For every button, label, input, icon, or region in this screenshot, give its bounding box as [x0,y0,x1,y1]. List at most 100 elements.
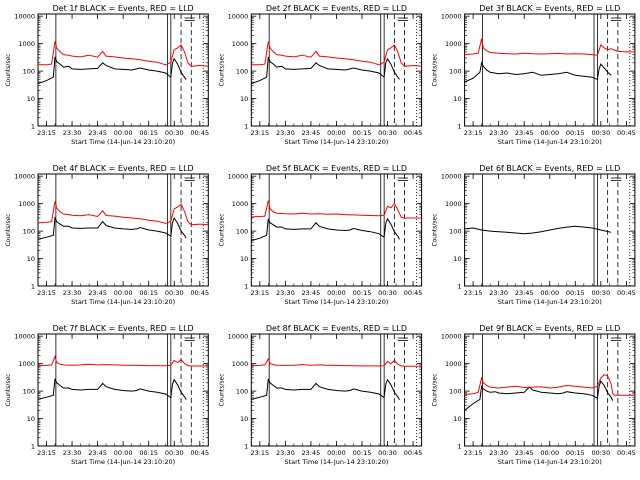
x-tick-label: 23:45 [515,449,534,457]
x-tick-label: 00:30 [378,449,397,457]
lld-series-line [464,374,635,396]
events-series-line [37,378,187,401]
x-tick-label: 00:00 [114,129,133,137]
events-series-line [464,225,612,235]
y-tick-label: 1 [457,283,461,291]
y-tick-label: 100 [449,68,461,76]
y-tick-label: 1 [457,123,461,131]
y-tick-label: 10000 [441,13,462,21]
x-tick-label: 00:00 [540,449,559,457]
panel-title: Det 1f BLACK = Events, RED = LLD [53,4,194,13]
y-tick-label: 100 [236,68,248,76]
y-tick-label: 10 [27,255,35,263]
panel-title: Det 8f BLACK = Events, RED = LLD [266,324,407,333]
x-tick-label: 23:45 [88,289,107,297]
events-series-line [464,61,612,83]
x-tick-label: 00:45 [190,449,209,457]
y-tick-label: 10000 [228,333,249,341]
x-tick-label: 00:45 [404,129,423,137]
y-tick-label: 1 [31,283,35,291]
x-tick-label: 00:45 [190,289,209,297]
x-tick-label: 23:45 [515,289,534,297]
lld-series-line [37,355,209,367]
x-tick-label: 00:30 [591,289,610,297]
y-tick-label: 10 [453,95,461,103]
y-tick-label: 1 [31,443,35,451]
y-tick-label: 1 [31,123,35,131]
x-tick-label: 00:45 [404,449,423,457]
y-tick-label: 1000 [18,200,35,208]
y-tick-label: 10000 [228,13,249,21]
detector-panel-6: Det 6f BLACK = Events, RED = LLD 1 10 100 10… [432,164,636,306]
panel-title: Det 6f BLACK = Events, RED = LLD [479,164,620,173]
x-tick-label: 23:15 [37,449,56,457]
x-tick-label: 00:00 [114,289,133,297]
x-axis-label: Start Time (14-Jun-14 23:10:20) [71,298,175,306]
y-tick-label: 10000 [14,333,35,341]
x-axis-label: Start Time (14-Jun-14 23:10:20) [498,298,602,306]
panel-title: Det 7f BLACK = Events, RED = LLD [53,324,194,333]
x-tick-label: 00:30 [165,449,184,457]
detector-panel-4: Det 4f BLACK = Events, RED = LLD 1 10 100 10… [5,164,209,306]
x-tick-label: 00:45 [617,129,636,137]
detector-panel-8: Det 8f BLACK = Events, RED = LLD 1 10 100 10… [218,324,422,466]
x-axis-label: Start Time (14-Jun-14 23:10:20) [284,298,388,306]
lld-series-line [251,41,422,67]
x-tick-label: 00:45 [404,289,423,297]
lld-series-line [464,38,635,56]
x-tick-label: 00:15 [353,289,372,297]
x-tick-label: 00:15 [353,449,372,457]
y-tick-label: 10 [240,415,248,423]
x-tick-label: 00:00 [540,289,559,297]
x-tick-label: 23:45 [302,289,321,297]
x-axis-label: Start Time (14-Jun-14 23:10:20) [284,138,388,146]
x-tick-label: 23:30 [276,129,295,137]
x-tick-label: 00:15 [353,129,372,137]
detector-panel-7: Det 7f BLACK = Events, RED = LLD 1 10 100 10… [5,324,209,466]
x-tick-label: 23:45 [302,129,321,137]
x-tick-label: 23:15 [37,129,56,137]
y-tick-label: 1000 [18,40,35,48]
x-tick-label: 23:15 [464,129,483,137]
panel-title: Det 4f BLACK = Events, RED = LLD [53,164,194,173]
x-tick-label: 00:15 [139,449,158,457]
y-tick-label: 1 [244,283,248,291]
detector-panel-3: Det 3f BLACK = Events, RED = LLD 1 10 100 10… [432,4,636,146]
y-tick-label: 1 [244,123,248,131]
y-tick-label: 10 [453,415,461,423]
y-tick-label: 10 [27,95,35,103]
y-tick-label: 10000 [14,173,35,181]
panel-title: Det 9f BLACK = Events, RED = LLD [479,324,620,333]
events-series-line [37,216,187,240]
x-tick-label: 23:45 [88,129,107,137]
x-tick-label: 00:00 [327,129,346,137]
x-tick-label: 00:30 [378,289,397,297]
x-tick-label: 00:00 [540,129,559,137]
x-tick-label: 23:30 [63,289,82,297]
y-tick-label: 10 [240,95,248,103]
x-tick-label: 00:45 [617,449,636,457]
y-tick-label: 10 [27,415,35,423]
y-tick-label: 1000 [445,200,462,208]
x-axis-label: Start Time (14-Jun-14 23:10:20) [498,458,602,466]
x-tick-label: 23:30 [63,129,82,137]
x-tick-label: 00:30 [591,129,610,137]
y-tick-label: 10000 [441,333,462,341]
y-tick-label: 100 [23,68,35,76]
y-tick-label: 100 [236,228,248,236]
x-tick-label: 23:15 [250,449,269,457]
y-axis-label: Counts/sec [218,213,225,246]
lld-series-line [37,201,209,226]
y-tick-label: 10000 [228,173,249,181]
y-axis-label: Counts/sec [432,53,439,86]
y-tick-label: 10 [453,255,461,263]
x-axis-label: Start Time (14-Jun-14 23:10:20) [71,138,175,146]
y-tick-label: 100 [449,388,461,396]
x-tick-label: 23:30 [276,449,295,457]
lld-series-line [38,41,209,67]
events-series-line [464,380,614,411]
y-tick-label: 100 [449,228,461,236]
x-tick-label: 00:30 [378,129,397,137]
